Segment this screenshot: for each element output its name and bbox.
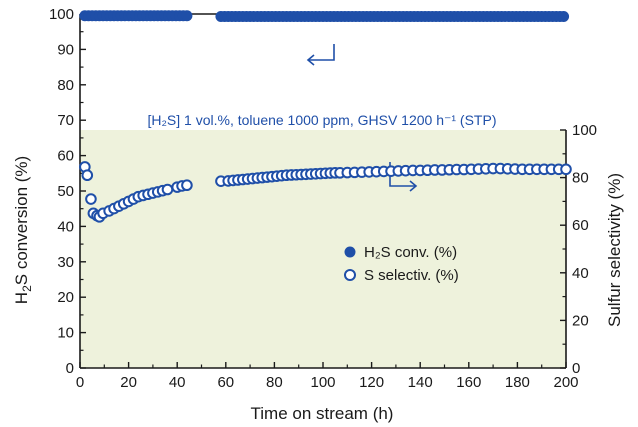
x-axis-ticks: 0 20 40 60 80 100 120 140 160 180 200 bbox=[76, 362, 579, 391]
legend: H₂S conv. (%) S selectiv. (%) bbox=[344, 244, 459, 284]
y-right-tick-label: 40 bbox=[572, 265, 589, 282]
legend-marker-s-selectiv bbox=[344, 269, 356, 281]
y-right-tick-label: 80 bbox=[572, 170, 589, 187]
data-point-s-selectiv bbox=[85, 193, 97, 205]
y-left-tick-label: 20 bbox=[57, 289, 74, 306]
x-tick-label: 100 bbox=[310, 374, 335, 391]
data-point-h2s-conv bbox=[558, 10, 570, 22]
y-left-tick-label: 50 bbox=[57, 183, 74, 200]
y-right-axis-title: Sulfur selectivity (%) bbox=[605, 173, 624, 327]
y-left-tick-label: 100 bbox=[49, 6, 74, 23]
y-left-tick-label: 0 bbox=[66, 360, 74, 377]
legend-label-s-selectiv: S selectiv. (%) bbox=[364, 267, 459, 284]
y-left-tick-label: 80 bbox=[57, 77, 74, 94]
y-left-tick-label: 60 bbox=[57, 148, 74, 165]
x-tick-label: 200 bbox=[553, 374, 578, 391]
x-tick-label: 60 bbox=[217, 374, 234, 391]
data-point-s-selectiv bbox=[181, 179, 193, 192]
y-left-title-subscript: 2 bbox=[20, 285, 34, 292]
y-left-axis-title: H2S conversion (%) bbox=[12, 156, 34, 304]
y-left-title-h: H bbox=[12, 292, 31, 304]
y-left-axis-ticks: 0 10 20 30 40 50 60 70 80 90 100 bbox=[49, 6, 86, 377]
data-point-s-selectiv bbox=[161, 183, 174, 196]
x-tick-label: 0 bbox=[76, 374, 84, 391]
x-tick-label: 140 bbox=[408, 374, 433, 391]
series-h2s-conversion bbox=[79, 10, 570, 22]
x-tick-label: 80 bbox=[266, 374, 283, 391]
data-point-h2s-conv bbox=[181, 10, 193, 22]
x-tick-label: 120 bbox=[359, 374, 384, 391]
y-left-tick-label: 70 bbox=[57, 112, 74, 129]
data-point-s-selectiv bbox=[81, 169, 94, 182]
legend-marker-h2s-conv bbox=[344, 246, 356, 258]
y-left-tick-label: 90 bbox=[57, 41, 74, 58]
y-right-tick-label: 60 bbox=[572, 217, 589, 234]
left-axis-arrow-icon bbox=[306, 44, 335, 66]
y-left-tick-label: 30 bbox=[57, 254, 74, 271]
y-right-tick-label: 20 bbox=[572, 312, 589, 329]
series-s-selectivity bbox=[79, 161, 572, 223]
x-tick-label: 40 bbox=[169, 374, 186, 391]
y-right-tick-label: 0 bbox=[572, 360, 580, 377]
data-point-s-selectiv bbox=[560, 163, 572, 176]
y-right-tick-label: 100 bbox=[572, 122, 597, 139]
x-tick-label: 180 bbox=[505, 374, 530, 391]
legend-label-h2s-conv: H₂S conv. (%) bbox=[364, 244, 457, 261]
conditions-annotation: [H₂S] 1 vol.%, toluene 1000 ppm, GHSV 12… bbox=[148, 112, 497, 128]
x-axis-title: Time on stream (h) bbox=[251, 404, 394, 423]
y-left-tick-label: 40 bbox=[57, 218, 74, 235]
x-tick-label: 160 bbox=[456, 374, 481, 391]
y-left-title-rest: S conversion (%) bbox=[12, 156, 31, 285]
x-tick-label: 20 bbox=[120, 374, 137, 391]
y-right-axis-ticks: 0 20 40 60 80 100 bbox=[560, 122, 597, 377]
y-left-tick-label: 10 bbox=[57, 325, 74, 342]
